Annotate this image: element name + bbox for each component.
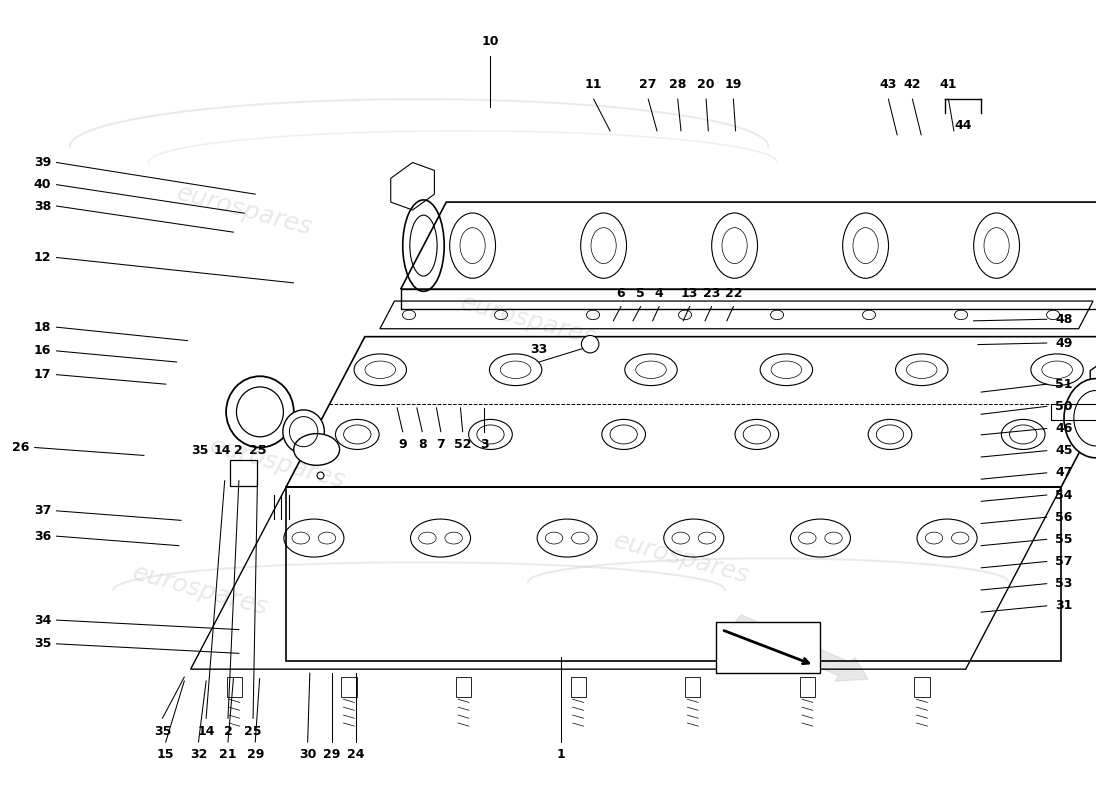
Text: 53: 53 bbox=[1055, 577, 1072, 590]
Text: 7: 7 bbox=[437, 438, 446, 451]
Text: 2: 2 bbox=[234, 444, 243, 457]
Text: 42: 42 bbox=[904, 78, 921, 91]
Bar bbox=[1052, 404, 1100, 420]
Text: 51: 51 bbox=[1055, 378, 1072, 390]
Text: eurospares: eurospares bbox=[130, 560, 272, 620]
Text: 3: 3 bbox=[481, 438, 488, 451]
Text: 17: 17 bbox=[34, 368, 51, 381]
Text: 14: 14 bbox=[197, 725, 215, 738]
Bar bbox=[914, 677, 929, 697]
Text: 39: 39 bbox=[34, 156, 51, 169]
Text: 25: 25 bbox=[244, 725, 262, 738]
Ellipse shape bbox=[1064, 378, 1100, 458]
Text: 27: 27 bbox=[639, 78, 657, 91]
Text: 25: 25 bbox=[249, 444, 266, 457]
Text: 35: 35 bbox=[34, 638, 51, 650]
Text: 24: 24 bbox=[346, 748, 364, 762]
Text: 11: 11 bbox=[585, 78, 603, 91]
Text: 31: 31 bbox=[1055, 599, 1072, 612]
Text: 43: 43 bbox=[880, 78, 898, 91]
Text: 40: 40 bbox=[34, 178, 51, 191]
Ellipse shape bbox=[582, 335, 598, 353]
Text: 38: 38 bbox=[34, 199, 51, 213]
Text: 29: 29 bbox=[246, 748, 264, 762]
Text: 21: 21 bbox=[219, 748, 236, 762]
Text: eurospares: eurospares bbox=[458, 291, 598, 350]
Text: 32: 32 bbox=[190, 748, 207, 762]
Text: 2: 2 bbox=[223, 725, 232, 738]
Text: 47: 47 bbox=[1055, 466, 1072, 479]
Text: 36: 36 bbox=[34, 530, 51, 542]
Text: eurospares: eurospares bbox=[174, 180, 315, 240]
Text: 4: 4 bbox=[654, 287, 663, 300]
Text: 35: 35 bbox=[191, 444, 208, 457]
Bar bbox=[716, 622, 820, 673]
Text: 18: 18 bbox=[34, 321, 51, 334]
Text: 37: 37 bbox=[34, 504, 51, 518]
Bar bbox=[571, 677, 586, 697]
Text: 8: 8 bbox=[418, 438, 427, 451]
Text: 20: 20 bbox=[697, 78, 715, 91]
Text: 12: 12 bbox=[34, 251, 51, 264]
Text: 10: 10 bbox=[481, 34, 498, 48]
Ellipse shape bbox=[294, 434, 340, 466]
Text: 28: 28 bbox=[669, 78, 686, 91]
Text: 9: 9 bbox=[398, 438, 407, 451]
Text: 54: 54 bbox=[1055, 489, 1072, 502]
Ellipse shape bbox=[283, 410, 324, 454]
Bar bbox=[227, 677, 242, 697]
Text: 5: 5 bbox=[636, 287, 645, 300]
Text: 26: 26 bbox=[12, 441, 30, 454]
Text: 48: 48 bbox=[1055, 313, 1072, 326]
Text: 55: 55 bbox=[1055, 533, 1072, 546]
Bar bbox=[685, 677, 701, 697]
Text: 41: 41 bbox=[939, 78, 957, 91]
Text: 13: 13 bbox=[681, 287, 698, 300]
Bar bbox=[455, 677, 471, 697]
Text: 22: 22 bbox=[725, 287, 742, 300]
Text: 33: 33 bbox=[530, 342, 548, 356]
Text: 57: 57 bbox=[1055, 555, 1072, 568]
Text: eurospares: eurospares bbox=[207, 434, 348, 493]
Text: eurospares: eurospares bbox=[610, 529, 751, 588]
Text: 50: 50 bbox=[1055, 400, 1072, 413]
Text: 30: 30 bbox=[299, 748, 317, 762]
Text: 16: 16 bbox=[34, 345, 51, 358]
Text: 45: 45 bbox=[1055, 444, 1072, 457]
FancyArrow shape bbox=[730, 615, 868, 681]
Text: 14: 14 bbox=[213, 444, 231, 457]
Text: 56: 56 bbox=[1055, 510, 1072, 524]
Text: 6: 6 bbox=[617, 287, 625, 300]
Text: 52: 52 bbox=[454, 438, 472, 451]
Text: 35: 35 bbox=[154, 725, 172, 738]
Text: 44: 44 bbox=[955, 119, 972, 132]
Text: 1: 1 bbox=[557, 748, 565, 762]
Text: 46: 46 bbox=[1055, 422, 1072, 435]
Bar bbox=[800, 677, 815, 697]
Text: 19: 19 bbox=[725, 78, 742, 91]
Ellipse shape bbox=[227, 376, 294, 447]
Text: 34: 34 bbox=[34, 614, 51, 626]
Bar bbox=[341, 677, 356, 697]
Text: 15: 15 bbox=[157, 748, 175, 762]
Text: 23: 23 bbox=[703, 287, 720, 300]
Text: 29: 29 bbox=[323, 748, 340, 762]
Text: 49: 49 bbox=[1055, 337, 1072, 350]
